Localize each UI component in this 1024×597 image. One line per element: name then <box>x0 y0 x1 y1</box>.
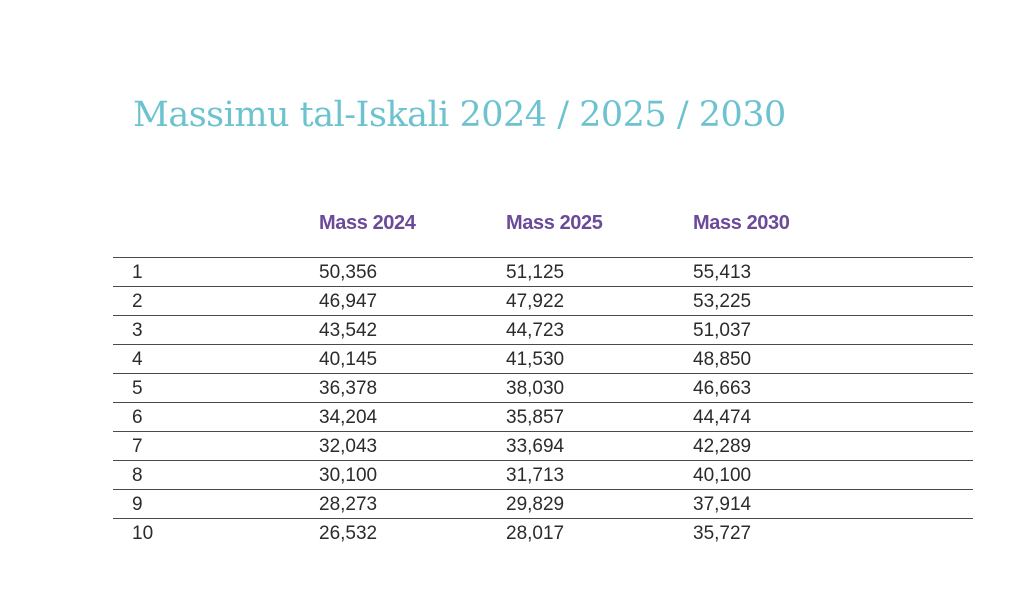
table-row: 1 50,356 51,125 55,413 <box>113 257 973 286</box>
table-cell-mass-2030: 44,474 <box>693 407 752 428</box>
table-cell-mass-2025: 28,017 <box>506 523 565 544</box>
table-cell-mass-2025: 31,713 <box>506 465 565 486</box>
table-row: 5 36,378 38,030 46,663 <box>113 373 973 402</box>
salary-scale-table: Mass 2024 Mass 2025 Mass 2030 1 50,356 51,… <box>113 205 973 547</box>
table-cell-scale-number: 3 <box>132 320 143 341</box>
table-cell-scale-number: 1 <box>132 262 143 283</box>
table-cell-mass-2030: 37,914 <box>693 494 752 515</box>
table-cell-mass-2030: 53,225 <box>693 291 752 312</box>
table-cell-mass-2025: 44,723 <box>506 320 565 341</box>
table-row: 6 34,204 35,857 44,474 <box>113 402 973 431</box>
page-title: Massimu tal-Iskali 2024 / 2025 / 2030 <box>133 95 786 135</box>
table-header-row: Mass 2024 Mass 2025 Mass 2030 <box>113 205 973 257</box>
table-cell-mass-2024: 46,947 <box>319 291 378 312</box>
table-cell-mass-2030: 48,850 <box>693 349 752 370</box>
table-cell-mass-2024: 40,145 <box>319 349 378 370</box>
table-cell-scale-number: 6 <box>132 407 143 428</box>
table-cell-mass-2024: 34,204 <box>319 407 378 428</box>
table-row: 8 30,100 31,713 40,100 <box>113 460 973 489</box>
column-header-mass-2030: Mass 2030 <box>693 212 790 234</box>
table-row: 10 26,532 28,017 35,727 <box>113 518 973 547</box>
table-row: 3 43,542 44,723 51,037 <box>113 315 973 344</box>
column-header-mass-2025: Mass 2025 <box>506 212 603 234</box>
column-header-mass-2024: Mass 2024 <box>319 212 416 234</box>
table-cell-mass-2030: 42,289 <box>693 436 752 457</box>
table-body: 1 50,356 51,125 55,413 2 46,947 47,922 53,225 3 4… <box>113 257 973 547</box>
table-cell-mass-2025: 35,857 <box>506 407 565 428</box>
table-cell-scale-number: 7 <box>132 436 143 457</box>
table-cell-scale-number: 8 <box>132 465 143 486</box>
table-cell-mass-2024: 50,356 <box>319 262 378 283</box>
table-cell-mass-2024: 28,273 <box>319 494 378 515</box>
table-cell-scale-number: 2 <box>132 291 143 312</box>
table-cell-scale-number: 10 <box>132 523 154 544</box>
table-cell-mass-2024: 36,378 <box>319 378 378 399</box>
table-cell-mass-2025: 38,030 <box>506 378 565 399</box>
table-cell-mass-2025: 33,694 <box>506 436 565 457</box>
table-cell-mass-2025: 29,829 <box>506 494 565 515</box>
table-cell-mass-2024: 43,542 <box>319 320 378 341</box>
table-row: 9 28,273 29,829 37,914 <box>113 489 973 518</box>
table-cell-scale-number: 9 <box>132 494 143 515</box>
table-row: 2 46,947 47,922 53,225 <box>113 286 973 315</box>
table-row: 7 32,043 33,694 42,289 <box>113 431 973 460</box>
table-cell-mass-2024: 32,043 <box>319 436 378 457</box>
table-cell-mass-2024: 30,100 <box>319 465 378 486</box>
table-cell-mass-2025: 41,530 <box>506 349 565 370</box>
table-cell-mass-2025: 51,125 <box>506 262 565 283</box>
table-cell-scale-number: 5 <box>132 378 143 399</box>
table-cell-mass-2024: 26,532 <box>319 523 378 544</box>
table-cell-mass-2030: 40,100 <box>693 465 752 486</box>
table-row: 4 40,145 41,530 48,850 <box>113 344 973 373</box>
table-cell-mass-2030: 35,727 <box>693 523 752 544</box>
table-cell-scale-number: 4 <box>132 349 143 370</box>
table-cell-mass-2030: 55,413 <box>693 262 752 283</box>
table-cell-mass-2030: 46,663 <box>693 378 752 399</box>
table-cell-mass-2025: 47,922 <box>506 291 565 312</box>
table-cell-mass-2030: 51,037 <box>693 320 752 341</box>
